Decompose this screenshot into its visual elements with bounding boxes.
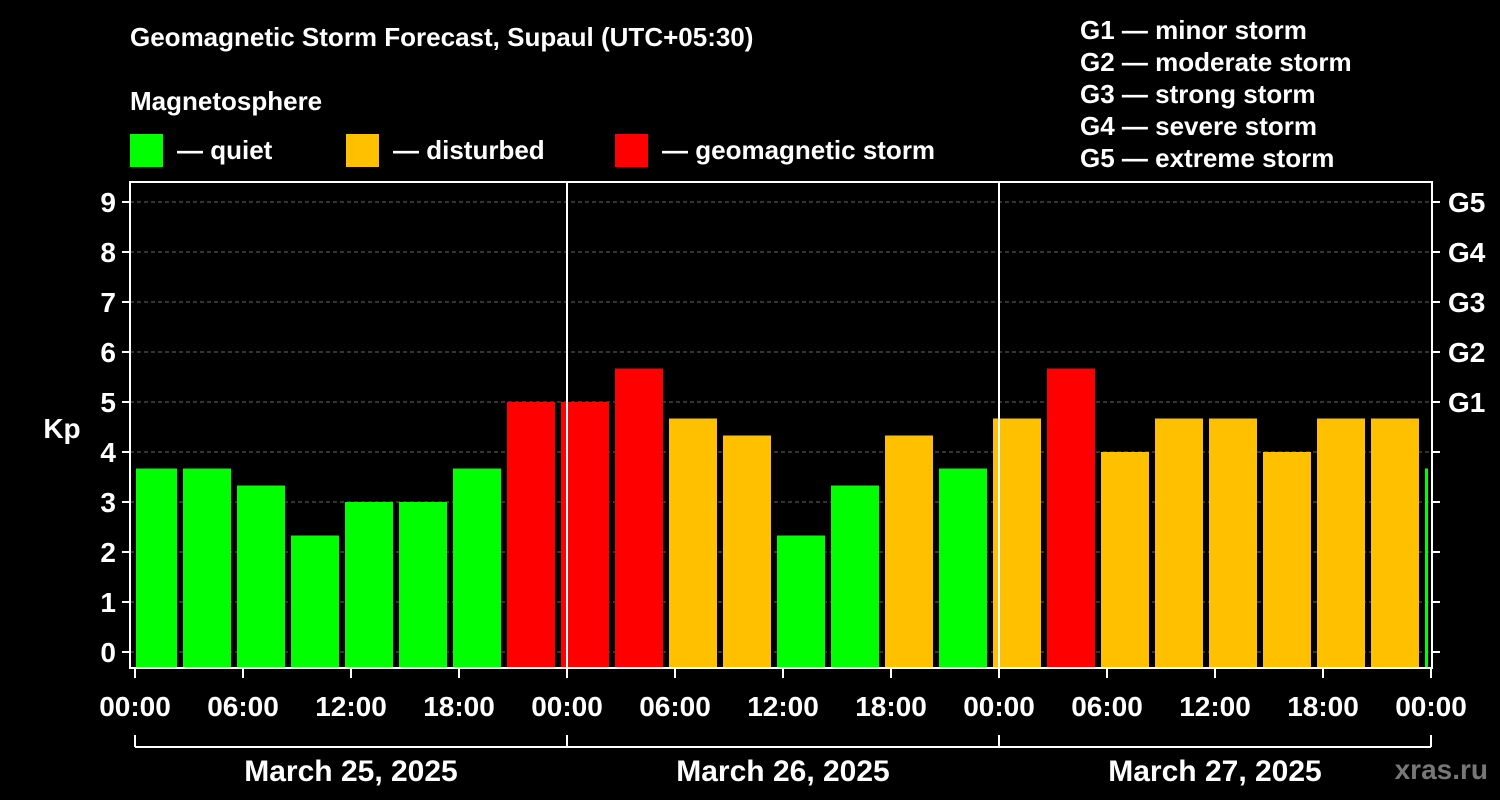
g-level-label: G2 xyxy=(1448,337,1485,368)
kp-bar xyxy=(453,468,501,668)
x-tick-label: 06:00 xyxy=(639,691,711,722)
legend-storm: — geomagnetic storm xyxy=(615,133,935,167)
x-tick-label: 00:00 xyxy=(1395,691,1467,722)
kp-bar xyxy=(291,535,339,668)
kp-bar xyxy=(507,402,555,668)
g-scale-item: G1 — minor storm xyxy=(1080,15,1307,45)
x-tick-label: 06:00 xyxy=(207,691,279,722)
y-tick-label: 1 xyxy=(100,587,116,618)
disturbed-swatch xyxy=(346,133,379,167)
g-scale-item: G4 — severe storm xyxy=(1080,111,1318,141)
g-level-label: G3 xyxy=(1448,287,1485,318)
x-tick-label: 00:00 xyxy=(963,691,1035,722)
y-tick-label: 7 xyxy=(100,287,116,318)
kp-bar xyxy=(1317,418,1365,668)
kp-bar xyxy=(136,468,177,668)
g-scale-item: G3 — strong storm xyxy=(1080,79,1316,109)
y-axis-label: Kp xyxy=(43,413,80,444)
kp-bar xyxy=(885,435,933,668)
kp-bar xyxy=(939,468,987,668)
kp-bar xyxy=(1371,418,1419,668)
kp-bar xyxy=(237,485,285,668)
y-tick-label: 5 xyxy=(100,387,116,418)
kp-bar xyxy=(1047,368,1095,668)
g-scale-legend: G1 — minor storm G2 — moderate storm G3 … xyxy=(1080,14,1352,174)
plot-frame xyxy=(129,181,1433,669)
kp-bar xyxy=(1209,418,1257,668)
x-tick-label: 12:00 xyxy=(1179,691,1251,722)
kp-bar xyxy=(345,502,393,668)
day-label: March 25, 2025 xyxy=(244,755,457,788)
y-tick-label: 9 xyxy=(100,187,116,218)
x-tick-label: 18:00 xyxy=(855,691,927,722)
kp-bar xyxy=(831,485,879,668)
legend-disturbed: — disturbed xyxy=(346,133,545,167)
kp-bar xyxy=(1155,418,1203,668)
g-level-label: G4 xyxy=(1448,237,1486,268)
storm-swatch xyxy=(615,133,648,167)
kp-bar xyxy=(183,468,231,668)
kp-bar xyxy=(561,402,609,668)
watermark: xras.ru xyxy=(1394,754,1488,785)
day-label: March 26, 2025 xyxy=(676,755,889,788)
quiet-swatch xyxy=(130,133,163,167)
kp-bar xyxy=(1263,452,1311,668)
x-tick-label: 18:00 xyxy=(1287,691,1359,722)
x-tick-label: 06:00 xyxy=(1071,691,1143,722)
day-label: March 27, 2025 xyxy=(1108,755,1321,788)
kp-bar xyxy=(399,502,447,668)
kp-bar xyxy=(723,435,771,668)
g-scale-item: G5 — extreme storm xyxy=(1080,143,1335,173)
y-tick-label: 6 xyxy=(100,337,116,368)
g-scale-item: G2 — moderate storm xyxy=(1080,47,1352,77)
legend-quiet: — quiet xyxy=(130,133,272,167)
x-tick-label: 12:00 xyxy=(315,691,387,722)
legend-disturbed-label: — disturbed xyxy=(393,134,545,165)
kp-bar xyxy=(669,418,717,668)
y-tick-label: 3 xyxy=(100,487,116,518)
y-tick-label: 2 xyxy=(100,537,116,568)
legend-storm-label: — geomagnetic storm xyxy=(662,134,936,165)
kp-bar xyxy=(1425,468,1428,668)
y-tick-label: 8 xyxy=(100,237,116,268)
x-tick-label: 12:00 xyxy=(747,691,819,722)
legend-quiet-label: — quiet xyxy=(177,134,273,165)
g-level-label: G1 xyxy=(1448,387,1485,418)
x-tick-label: 18:00 xyxy=(423,691,495,722)
kp-bar xyxy=(777,535,825,668)
x-tick-label: 00:00 xyxy=(99,691,171,722)
chart-title: Geomagnetic Storm Forecast, Supaul (UTC+… xyxy=(130,22,754,52)
kp-bar xyxy=(615,368,663,668)
y-tick-label: 0 xyxy=(100,637,116,668)
legend-heading: Magnetosphere xyxy=(130,86,323,116)
y-tick-label: 4 xyxy=(100,437,116,468)
x-tick-label: 00:00 xyxy=(531,691,603,722)
g-level-label: G5 xyxy=(1448,187,1485,218)
kp-bar xyxy=(1101,452,1149,668)
kp-bar xyxy=(993,418,1041,668)
